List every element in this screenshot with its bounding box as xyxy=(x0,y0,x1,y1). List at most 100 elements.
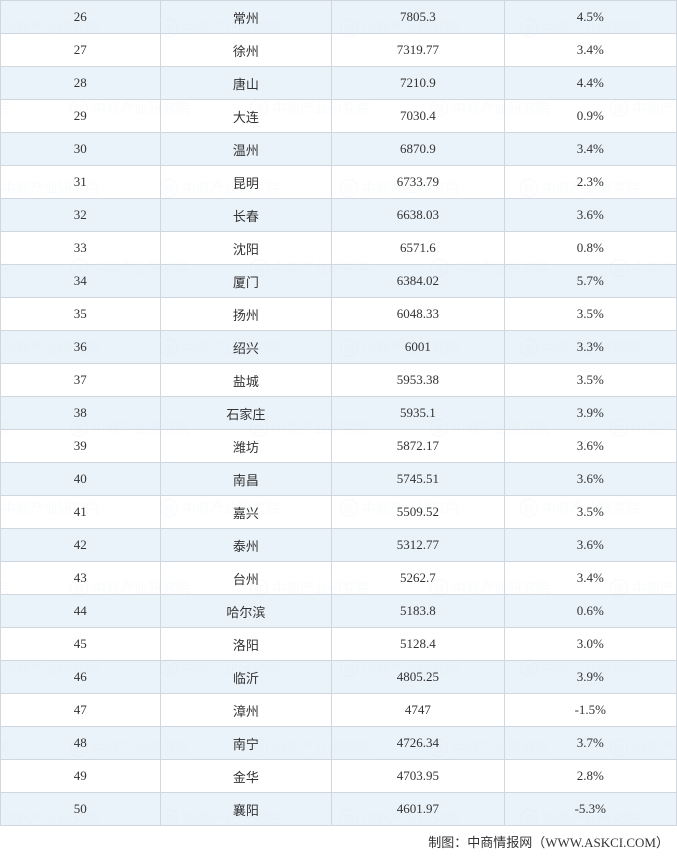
cell-city: 临沂 xyxy=(160,661,332,694)
cell-pct_change: 3.4% xyxy=(504,133,676,166)
cell-value: 4726.34 xyxy=(332,727,504,760)
cell-city: 沈阳 xyxy=(160,232,332,265)
cell-city: 嘉兴 xyxy=(160,496,332,529)
cell-pct_change: 5.7% xyxy=(504,265,676,298)
table-row: 48南宁4726.343.7% xyxy=(1,727,677,760)
cell-pct_change: -1.5% xyxy=(504,694,676,727)
cell-value: 5183.8 xyxy=(332,595,504,628)
cell-pct_change: 3.6% xyxy=(504,463,676,496)
cell-rank: 40 xyxy=(1,463,161,496)
table-row: 44哈尔滨5183.80.6% xyxy=(1,595,677,628)
table-container: 商中商产业研究院商中商产业研究院商中商产业研究院商中商产业研究院商中商产业研究院… xyxy=(0,0,677,826)
cell-rank: 32 xyxy=(1,199,161,232)
cell-city: 扬州 xyxy=(160,298,332,331)
cell-pct_change: 0.9% xyxy=(504,100,676,133)
cell-pct_change: 3.7% xyxy=(504,727,676,760)
cell-city: 唐山 xyxy=(160,67,332,100)
table-row: 29大连7030.40.9% xyxy=(1,100,677,133)
cell-pct_change: 3.6% xyxy=(504,529,676,562)
cell-pct_change: 0.8% xyxy=(504,232,676,265)
cell-city: 襄阳 xyxy=(160,793,332,826)
cell-value: 5312.77 xyxy=(332,529,504,562)
cell-rank: 37 xyxy=(1,364,161,397)
cell-value: 5935.1 xyxy=(332,397,504,430)
table-row: 42泰州5312.773.6% xyxy=(1,529,677,562)
cell-rank: 48 xyxy=(1,727,161,760)
cell-value: 5509.52 xyxy=(332,496,504,529)
table-row: 41嘉兴5509.523.5% xyxy=(1,496,677,529)
cell-rank: 42 xyxy=(1,529,161,562)
cell-value: 4703.95 xyxy=(332,760,504,793)
table-row: 37盐城5953.383.5% xyxy=(1,364,677,397)
cell-value: 4805.25 xyxy=(332,661,504,694)
table-row: 39潍坊5872.173.6% xyxy=(1,430,677,463)
cell-pct_change: 3.5% xyxy=(504,496,676,529)
cell-pct_change: 3.3% xyxy=(504,331,676,364)
cell-rank: 29 xyxy=(1,100,161,133)
cell-rank: 33 xyxy=(1,232,161,265)
cell-rank: 35 xyxy=(1,298,161,331)
cell-pct_change: 3.9% xyxy=(504,397,676,430)
cell-value: 7030.4 xyxy=(332,100,504,133)
table-row: 26常州7805.34.5% xyxy=(1,1,677,34)
cell-rank: 46 xyxy=(1,661,161,694)
cell-city: 常州 xyxy=(160,1,332,34)
cell-pct_change: 3.6% xyxy=(504,430,676,463)
table-row: 28唐山7210.94.4% xyxy=(1,67,677,100)
cell-value: 5953.38 xyxy=(332,364,504,397)
cell-city: 金华 xyxy=(160,760,332,793)
table-row: 49金华4703.952.8% xyxy=(1,760,677,793)
cell-rank: 28 xyxy=(1,67,161,100)
cell-value: 6048.33 xyxy=(332,298,504,331)
cell-value: 5745.51 xyxy=(332,463,504,496)
cell-rank: 47 xyxy=(1,694,161,727)
table-row: 30温州6870.93.4% xyxy=(1,133,677,166)
cell-rank: 39 xyxy=(1,430,161,463)
cell-city: 潍坊 xyxy=(160,430,332,463)
cell-rank: 44 xyxy=(1,595,161,628)
table-row: 33沈阳6571.60.8% xyxy=(1,232,677,265)
cell-city: 台州 xyxy=(160,562,332,595)
table-body: 26常州7805.34.5%27徐州7319.773.4%28唐山7210.94… xyxy=(1,1,677,826)
cell-city: 绍兴 xyxy=(160,331,332,364)
cell-pct_change: 2.3% xyxy=(504,166,676,199)
cell-value: 7805.3 xyxy=(332,1,504,34)
cell-value: 5872.17 xyxy=(332,430,504,463)
cell-city: 温州 xyxy=(160,133,332,166)
cell-rank: 45 xyxy=(1,628,161,661)
table-row: 47漳州4747-1.5% xyxy=(1,694,677,727)
cell-city: 厦门 xyxy=(160,265,332,298)
cell-value: 5128.4 xyxy=(332,628,504,661)
cell-rank: 41 xyxy=(1,496,161,529)
cell-pct_change: 3.9% xyxy=(504,661,676,694)
cell-value: 7210.9 xyxy=(332,67,504,100)
cell-city: 石家庄 xyxy=(160,397,332,430)
cell-city: 昆明 xyxy=(160,166,332,199)
cell-city: 漳州 xyxy=(160,694,332,727)
cell-pct_change: 4.4% xyxy=(504,67,676,100)
cell-value: 6733.79 xyxy=(332,166,504,199)
cell-value: 4601.97 xyxy=(332,793,504,826)
table-row: 31昆明6733.792.3% xyxy=(1,166,677,199)
data-table: 26常州7805.34.5%27徐州7319.773.4%28唐山7210.94… xyxy=(0,0,677,826)
cell-pct_change: -5.3% xyxy=(504,793,676,826)
cell-rank: 31 xyxy=(1,166,161,199)
cell-pct_change: 3.5% xyxy=(504,364,676,397)
table-row: 27徐州7319.773.4% xyxy=(1,34,677,67)
cell-value: 6870.9 xyxy=(332,133,504,166)
table-row: 43台州5262.73.4% xyxy=(1,562,677,595)
cell-city: 南昌 xyxy=(160,463,332,496)
cell-rank: 49 xyxy=(1,760,161,793)
cell-city: 徐州 xyxy=(160,34,332,67)
cell-rank: 43 xyxy=(1,562,161,595)
cell-value: 4747 xyxy=(332,694,504,727)
cell-value: 7319.77 xyxy=(332,34,504,67)
table-row: 36绍兴60013.3% xyxy=(1,331,677,364)
table-row: 38石家庄5935.13.9% xyxy=(1,397,677,430)
table-row: 32长春6638.033.6% xyxy=(1,199,677,232)
table-row: 46临沂4805.253.9% xyxy=(1,661,677,694)
cell-value: 6001 xyxy=(332,331,504,364)
table-row: 40南昌5745.513.6% xyxy=(1,463,677,496)
table-row: 35扬州6048.333.5% xyxy=(1,298,677,331)
cell-pct_change: 3.4% xyxy=(504,34,676,67)
